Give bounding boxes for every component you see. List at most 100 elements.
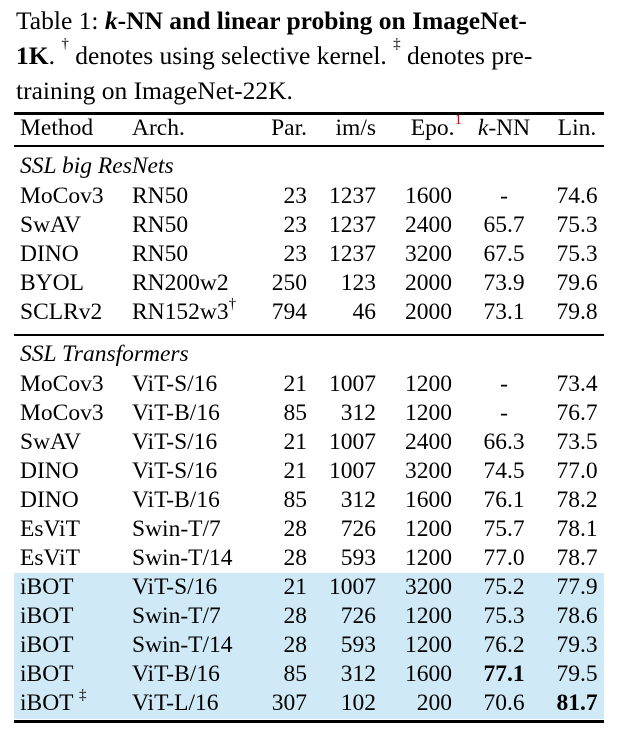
- cell-knn: 73.9: [483, 270, 525, 296]
- cell-knn: 65.7: [483, 212, 525, 238]
- table-row: DINO ViT-B/16 85 312 1600 76.1 78.2: [0, 486, 617, 515]
- header-epo: Epo.1: [410, 112, 462, 143]
- cell-method-text: BYOL: [20, 270, 84, 296]
- cell-method: DINO: [20, 486, 79, 515]
- cell-arch-text: ViT-S/16: [132, 458, 218, 484]
- cell-arch-text: ViT-S/16: [132, 429, 218, 455]
- cell-lin: 79.6: [556, 270, 598, 296]
- cell-arch: ViT-S/16: [132, 457, 217, 486]
- cell-epo: 1200: [405, 603, 452, 629]
- cell-method: DINO: [20, 240, 79, 269]
- header-method: Method: [20, 115, 94, 141]
- cell-method: iBOT: [20, 631, 74, 660]
- table-bottom-rule: [14, 720, 604, 723]
- cell-arch: Swin-T/14: [132, 544, 233, 573]
- cell-method-text: MoCov3: [20, 183, 104, 209]
- method-footnote-marker: ‡: [78, 687, 87, 703]
- cell-arch-text: Swin-T/14: [132, 545, 233, 571]
- cell-method-text: SwAV: [20, 212, 81, 238]
- cell-method-text: DINO: [20, 487, 79, 513]
- cell-par: 21: [283, 458, 308, 484]
- table-header-row: Method Arch. Par. im/s Epo.1 k-NN Lin.: [0, 112, 617, 143]
- cell-epo: 1600: [405, 661, 452, 687]
- cell-method: iBOT: [20, 602, 74, 631]
- cell-epo: 2400: [405, 212, 452, 238]
- cell-method: EsViT: [20, 515, 80, 544]
- cell-arch-text: ViT-B/16: [132, 487, 220, 513]
- cell-method-text: iBOT: [20, 632, 74, 658]
- cell-ims: 123: [340, 270, 376, 296]
- table-row: iBOT Swin-T/7 28 726 1200 75.3 78.6: [0, 602, 617, 631]
- cell-ims: 1007: [329, 574, 376, 600]
- cell-ims: 726: [340, 516, 376, 542]
- table-row: MoCov3 ViT-B/16 85 312 1200 - 76.7: [0, 399, 617, 428]
- cell-epo: 2400: [405, 429, 452, 455]
- table-row: iBOT ‡ ViT-L/16 307 102 200 70.6 81.7: [0, 687, 617, 718]
- cell-arch: ViT-S/16: [132, 370, 217, 399]
- cell-arch-text: RN50: [132, 212, 189, 238]
- cell-knn: 73.1: [483, 299, 525, 325]
- cell-epo: 2000: [405, 270, 452, 296]
- cell-epo: 1200: [405, 371, 452, 397]
- section-title-resnets: SSL big ResNets: [20, 153, 174, 179]
- caption-k-italic: k: [104, 6, 118, 35]
- cell-arch-text: ViT-S/16: [132, 574, 218, 600]
- cell-method-text: EsViT: [20, 516, 80, 542]
- cell-par: 28: [283, 545, 308, 571]
- cell-method: EsViT: [20, 544, 80, 573]
- cell-method-text: DINO: [20, 241, 79, 267]
- cell-lin: 79.3: [556, 632, 598, 658]
- cell-method: iBOT ‡: [20, 687, 87, 718]
- cell-par: 23: [283, 212, 308, 238]
- cell-knn: -: [500, 371, 508, 397]
- caption-label: Table 1:: [16, 6, 105, 35]
- cell-epo: 1200: [405, 545, 452, 571]
- cell-ims: 46: [352, 299, 377, 325]
- table-row: DINO ViT-S/16 21 1007 3200 74.5 77.0: [0, 457, 617, 486]
- cell-knn: 76.2: [483, 632, 525, 658]
- table-row: SCLRv2 RN152w3† 794 46 2000 73.1 79.8: [0, 296, 617, 327]
- cell-knn: 74.5: [483, 458, 525, 484]
- cell-par: 307: [271, 690, 307, 716]
- cell-arch: ViT-B/16: [132, 486, 220, 515]
- caption-bold-text: -NN and linear probing on ImageNet-: [117, 6, 527, 35]
- header-knn-k: k: [477, 115, 489, 141]
- cell-method-text: SwAV: [20, 429, 81, 455]
- cell-knn: -: [500, 400, 508, 426]
- cell-method: MoCov3: [20, 182, 104, 211]
- header-epo-label: Epo.: [410, 115, 455, 141]
- cell-epo: 1200: [405, 400, 452, 426]
- cell-lin: 78.1: [556, 516, 598, 542]
- cell-arch: RN50: [132, 240, 188, 269]
- cell-arch-text: ViT-S/16: [132, 371, 218, 397]
- cell-method-text: iBOT: [20, 690, 74, 716]
- table-row: EsViT Swin-T/7 28 726 1200 75.7 78.1: [0, 515, 617, 544]
- cell-knn: 70.6: [483, 690, 525, 716]
- header-knn: k-NN: [470, 114, 538, 143]
- cell-lin: 78.2: [556, 487, 598, 513]
- cell-ims: 1237: [329, 241, 376, 267]
- cell-ims: 1007: [329, 429, 376, 455]
- cell-arch-text: Swin-T/7: [132, 516, 221, 542]
- cell-par: 21: [283, 371, 308, 397]
- cell-par: 250: [271, 270, 307, 296]
- header-rule: [14, 145, 604, 147]
- cell-epo: 1600: [405, 487, 452, 513]
- cell-par: 23: [283, 183, 308, 209]
- cell-method-text: EsViT: [20, 545, 80, 571]
- cell-lin: 78.7: [556, 545, 598, 571]
- cell-arch: RN50: [132, 182, 188, 211]
- section-rule: [14, 334, 604, 336]
- cell-ims: 1007: [329, 458, 376, 484]
- cell-epo: 3200: [405, 574, 452, 600]
- cell-par: 85: [283, 400, 308, 426]
- cell-knn: 75.7: [483, 516, 525, 542]
- cell-ims: 1237: [329, 212, 376, 238]
- cell-arch: RN200w2: [132, 269, 229, 298]
- cell-arch: Swin-T/7: [132, 515, 221, 544]
- cell-par: 28: [283, 632, 308, 658]
- cell-arch-text: RN152w3: [132, 299, 229, 325]
- cell-method: SCLRv2: [20, 298, 102, 327]
- cell-lin: 73.4: [556, 371, 598, 397]
- cell-arch-text: Swin-T/7: [132, 603, 221, 629]
